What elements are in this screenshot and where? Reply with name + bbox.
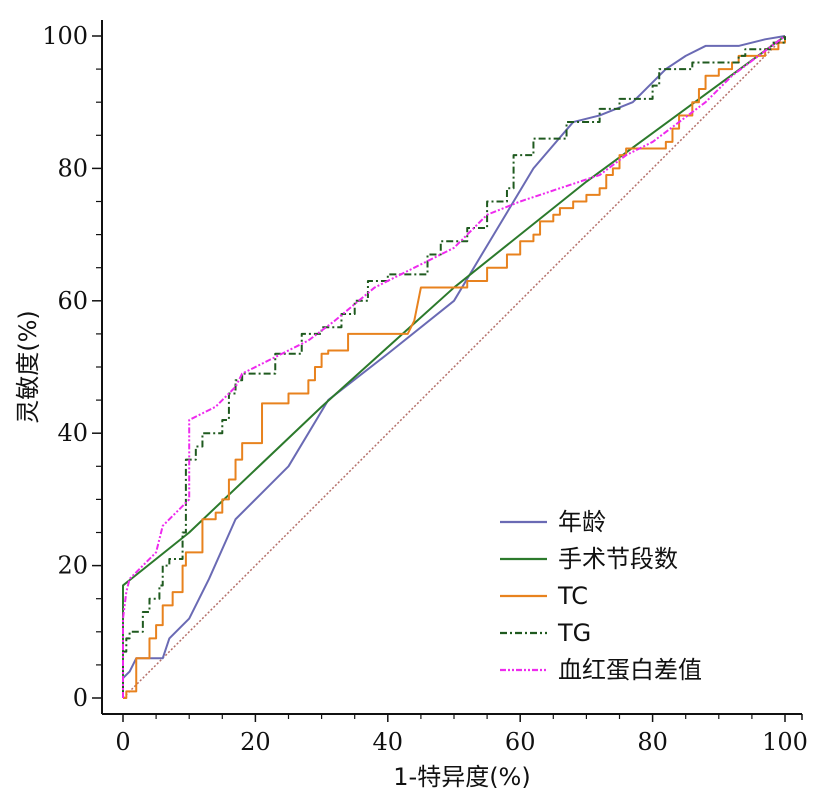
legend-label-4: 血红蛋白差值 (558, 656, 702, 684)
legend-label-3: TG (557, 619, 591, 647)
x-axis-title: 1-特异度(%) (393, 763, 530, 791)
y-tick-label: 100 (42, 22, 88, 50)
x-tick-label: 20 (240, 728, 271, 756)
x-tick-label: 40 (373, 728, 404, 756)
ticks (92, 35, 786, 722)
y-tick-label: 60 (57, 287, 88, 315)
series-line-1 (122, 35, 786, 698)
legend-label-1: 手术节段数 (558, 545, 678, 573)
series-group (122, 35, 786, 699)
series-line-2 (123, 36, 786, 699)
x-tick-labels: 0 20 40 60 80 100 (115, 728, 808, 756)
x-tick-label: 100 (762, 728, 808, 756)
y-tick-labels: 0 20 40 60 80 100 (42, 22, 88, 712)
y-tick-label: 20 (57, 552, 88, 580)
legend-label-0: 年龄 (558, 508, 606, 536)
series-line-4 (122, 35, 786, 698)
y-tick-label: 80 (57, 154, 88, 182)
x-tick-label: 0 (115, 728, 130, 756)
y-axis-title: 灵敏度(%) (14, 310, 42, 424)
reference-diagonal-line (122, 35, 786, 699)
x-tick-label: 60 (505, 728, 536, 756)
x-tick-label: 80 (637, 728, 668, 756)
y-tick-label: 0 (73, 684, 88, 712)
legend-label-2: TC (557, 582, 588, 610)
y-tick-label: 40 (57, 419, 88, 447)
